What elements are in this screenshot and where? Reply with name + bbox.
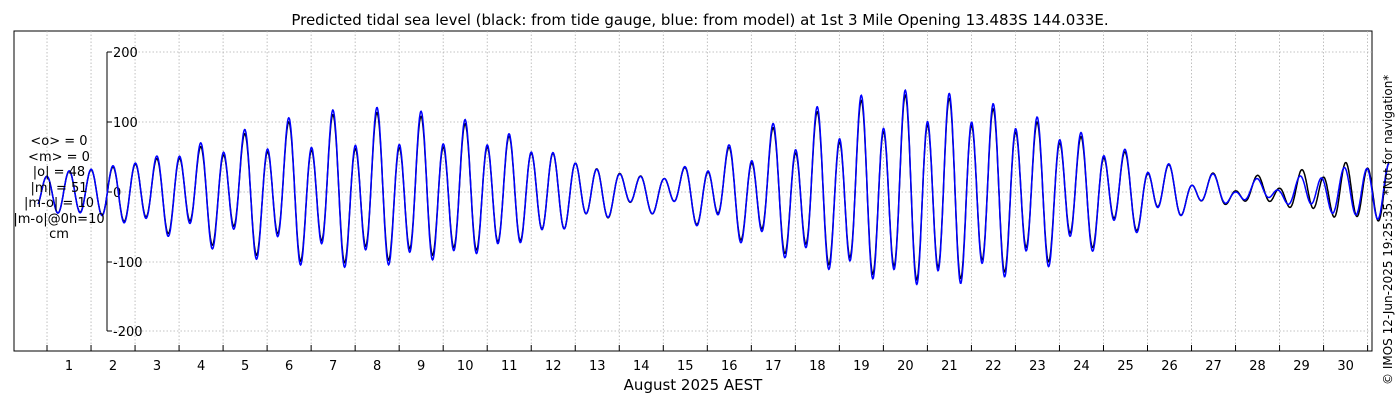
series-line-model [37,88,1390,286]
x-tick-label: 29 [1293,359,1310,374]
x-tick-label: 5 [241,359,249,374]
x-tick-label: 6 [285,359,293,374]
x-tick-label: 19 [853,359,870,374]
stat-abs-diff-0h: |m-o|@0h=10 [13,211,105,227]
x-tick-label: 27 [1205,359,1222,374]
x-tick-label: 24 [1073,359,1090,374]
x-tick-label: 28 [1249,359,1266,374]
y-axis: 200 100 0 -100 -200 [106,46,143,340]
x-axis-label: August 2025 AEST [623,376,763,394]
x-tick-label: 1 [65,359,73,374]
x-tick-label: 10 [457,359,474,374]
stat-abs-model: |m| = 51 [30,180,88,196]
x-tick-label: 9 [417,359,425,374]
x-tick-label: 12 [545,359,562,374]
series-group [37,88,1390,286]
stat-abs-diff: |m-o| = 10 [23,196,94,211]
stat-mean-model: <m> = 0 [28,149,90,165]
x-tick-label: 14 [633,359,650,374]
x-tick-label: 18 [809,359,826,374]
x-tick-label: 8 [373,359,381,374]
grid-lines [46,31,1372,351]
y-tick-label: -200 [113,325,143,340]
x-tick-label: 13 [589,359,606,374]
x-axis: 1 2 3 4 5 6 7 8 9 10 11 12 13 14 15 16 17 18 19 20 21 22 23 24 2… [46,345,1369,374]
y-tick-label: -100 [113,256,143,271]
plot-frame [13,30,1373,352]
x-tick-label: 22 [985,359,1002,374]
stat-abs-obs: |o| = 48 [32,165,86,180]
x-tick-label: 26 [1161,359,1178,374]
stat-unit: cm [49,227,69,242]
y-tick-label: 200 [113,46,138,61]
x-tick-label: 11 [501,359,518,374]
x-tick-label: 16 [721,359,738,374]
y-tick-label: 0 [113,186,121,201]
x-tick-label: 20 [897,359,914,374]
x-tick-label: 21 [941,359,958,374]
stats-panel: <o> = 0 <m> = 0 |o| = 48 |m| = 51 |m-o| … [8,134,110,243]
x-tick-label: 3 [153,359,161,374]
x-tick-label: 15 [677,359,694,374]
x-tick-label: 2 [109,359,117,374]
chart-title: Predicted tidal sea level (black: from t… [291,11,1109,29]
credit-text: © IMOS 12-Jun-2025 19:25:35. *Not for na… [1381,74,1395,385]
x-tick-label: 4 [197,359,205,374]
x-tick-label: 30 [1337,359,1354,374]
x-tick-label: 25 [1117,359,1134,374]
y-tick-label: 100 [113,116,138,131]
x-tick-label: 23 [1029,359,1046,374]
x-tick-label: 17 [765,359,782,374]
x-tick-label: 7 [329,359,337,374]
stat-mean-obs: <o> = 0 [30,134,88,149]
